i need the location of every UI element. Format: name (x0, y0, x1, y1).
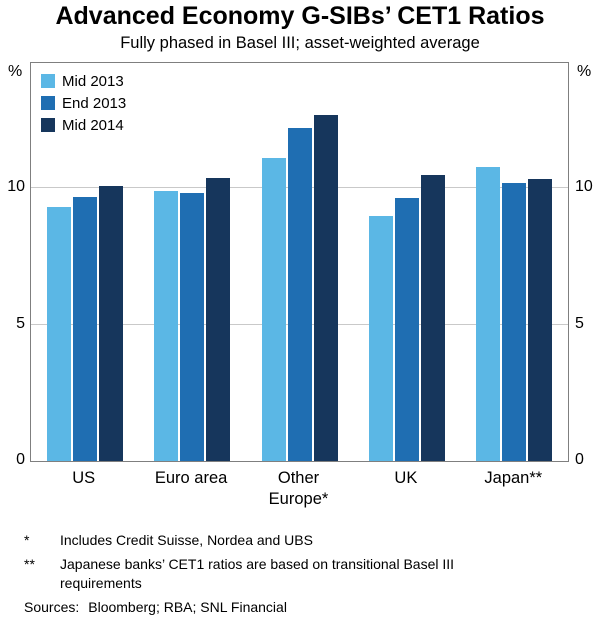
y-tick-label-left: 0 (16, 451, 25, 468)
footnote-marker: * (24, 532, 30, 548)
bar (154, 191, 179, 461)
sources-label: Sources: (24, 599, 80, 615)
bar (261, 158, 286, 461)
legend-swatch (41, 118, 55, 132)
bar (287, 128, 312, 461)
bar (46, 207, 71, 461)
footnote-row: * Includes Credit Suisse, Nordea and UBS (24, 531, 584, 550)
legend-label: Mid 2014 (62, 116, 124, 134)
bar-chart: % % Mid 2013 End 2013 Mid 2014 0 0 5 5 10 10 US E… (0, 62, 600, 532)
x-category-label: Japan** (484, 469, 543, 487)
bar (502, 182, 527, 461)
bar (313, 114, 338, 461)
legend-item: Mid 2013 (41, 70, 126, 92)
y-tick-label-left: 5 (16, 314, 25, 332)
sources-line: Sources: Bloomberg; RBA; SNL Financial (24, 598, 584, 617)
bar (368, 215, 393, 461)
bar (420, 174, 445, 461)
footnote-marker: ** (24, 556, 35, 572)
bar (98, 185, 123, 461)
x-category-label: Euro area (154, 469, 228, 487)
footnote-text: Japanese banks’ CET1 ratios are based on… (60, 556, 455, 591)
legend-label: Mid 2013 (62, 72, 124, 90)
bar (72, 196, 97, 461)
legend-item: End 2013 (41, 92, 126, 114)
y-tick-label-right: 5 (575, 314, 584, 332)
footnote-rows: * Includes Credit Suisse, Nordea and UBS *… (24, 531, 584, 593)
footnote-text: Includes Credit Suisse, Nordea and UBS (60, 532, 313, 548)
y-tick-label-left: 10 (7, 178, 25, 196)
legend-swatch (41, 74, 55, 88)
footnotes: * Includes Credit Suisse, Nordea and UBS *… (24, 531, 584, 617)
sources-text: Bloomberg; RBA; SNL Financial (88, 599, 287, 615)
y-axis-unit-right: % (577, 63, 592, 80)
footnote-row: ** Japanese banks’ CET1 ratios are based … (24, 555, 584, 593)
bar (206, 177, 231, 461)
legend-swatch (41, 96, 55, 110)
y-tick-label-right: 0 (575, 451, 584, 468)
bar (394, 197, 419, 461)
x-category-label: Other Europe* (268, 469, 329, 508)
plot-area: Mid 2013 End 2013 Mid 2014 (30, 62, 569, 462)
x-category-label: US (72, 469, 96, 487)
legend-item: Mid 2014 (41, 114, 126, 136)
bar (528, 178, 553, 461)
bar (476, 166, 501, 461)
chart-title: Advanced Economy G-SIBs’ CET1 Ratios (55, 2, 545, 30)
x-category-label: UK (394, 469, 418, 487)
legend: Mid 2013 End 2013 Mid 2014 (41, 70, 126, 136)
y-tick-label-right: 10 (575, 178, 593, 196)
chart-subtitle: Fully phased in Basel III; asset-weighte… (120, 34, 480, 52)
y-axis-unit-left: % (8, 63, 23, 80)
legend-label: End 2013 (62, 94, 127, 112)
bar (180, 192, 205, 461)
